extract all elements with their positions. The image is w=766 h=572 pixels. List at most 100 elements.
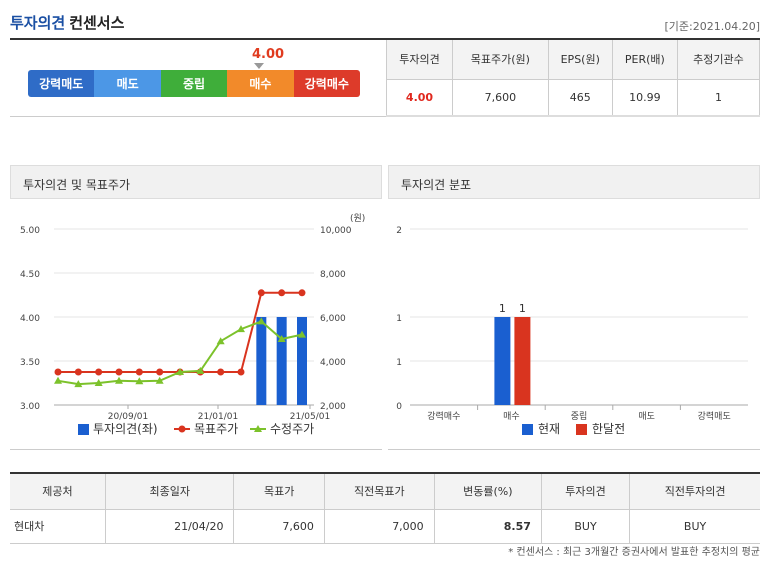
legend-swatch (78, 424, 89, 435)
x-tick-label: 중립 (571, 411, 588, 422)
panel-bottom-line (10, 449, 382, 450)
x-tick-label: 21/05/01 (290, 412, 330, 422)
adjusted-price-point (257, 317, 266, 325)
panel-bottom-line (388, 449, 760, 450)
y-left-tick-label: 5.00 (20, 226, 40, 236)
provider-cell: 21/04/20 (104, 508, 235, 544)
legend-label: 목표주가 (194, 422, 238, 436)
consensus-value: 4.00 (386, 78, 453, 117)
page-title: 투자의견 컨센서스 (10, 12, 760, 33)
scale-level-2: 매도 (94, 70, 161, 97)
legend-swatch (254, 425, 262, 432)
scale-level-5: 강력매수 (293, 70, 360, 97)
score-label: 4.00 (252, 47, 285, 62)
provider-table: 제공처 최종일자 목표가 직전목표가 변동률(%) 투자의견 직전투자의견 현대차 21/04… (10, 472, 760, 544)
adjusted-price-point (54, 376, 62, 384)
provider-header: 투자의견 (540, 472, 631, 510)
target-price-point (54, 368, 62, 376)
y-right-tick-label: 2,000 (320, 402, 346, 412)
consensus-value: 1 (676, 78, 761, 117)
y-left-tick-label: 3.50 (20, 358, 40, 368)
provider-cell: 7,000 (323, 508, 435, 544)
title-part2: 컨센서스 (69, 14, 125, 32)
data-label: 1 (499, 302, 506, 315)
reference-date: [기준:2021.04.20] (664, 20, 760, 33)
title-part1: 투자의견 (10, 14, 66, 32)
adjusted-price-point (196, 366, 205, 374)
y-tick-label: 0 (396, 402, 402, 412)
y-tick-label: 1 (396, 314, 402, 324)
y-right-tick-label: 6,000 (320, 314, 346, 324)
adjusted-price-point (94, 379, 103, 386)
adjusted-price-point (237, 325, 245, 333)
consensus-value: 7,600 (451, 78, 549, 117)
panel-title-distribution: 투자의견 분포 (388, 165, 760, 199)
y-left-tick-label: 4.00 (20, 314, 40, 324)
legend-label: 투자의견(좌) (93, 422, 158, 436)
distribution-bar (494, 317, 511, 405)
y-right-tick-label: 8,000 (320, 270, 346, 280)
target-price-point (74, 368, 82, 376)
provider-header: 목표가 (233, 472, 325, 510)
opinion-bar (256, 317, 267, 405)
header: 투자의견 컨센서스 [기준:2021.04.20] (10, 12, 760, 36)
x-tick-label: 강력매수 (427, 410, 460, 422)
adjusted-price-point (298, 330, 306, 338)
provider-cell: BUY (629, 508, 760, 544)
opinion-target-chart: 5.00 4.50 4.00 3.50 3.00 10,000 8,000 6,000 4,00… (20, 213, 365, 436)
y-right-tick-label: 10,000 (320, 226, 352, 236)
adjusted-price-point (115, 376, 123, 384)
divider (10, 116, 386, 117)
legend-label: 수정주가 (270, 422, 314, 436)
y-right-unit: (원) (350, 213, 365, 224)
consensus-header: EPS(원) (547, 40, 613, 80)
legend-swatch (178, 425, 186, 433)
provider-cell: 현대차 (10, 508, 106, 544)
target-price-point (115, 368, 123, 376)
adjusted-price-point (135, 377, 144, 385)
target-price-point (257, 289, 265, 297)
target-price-point (237, 368, 245, 376)
adjusted-price-point (216, 337, 225, 345)
scale-level-4: 매수 (227, 70, 294, 97)
provider-cell: 7,600 (233, 508, 325, 544)
consensus-header: 추정기관수 (676, 40, 761, 80)
target-price-point (278, 289, 286, 297)
provider-header: 제공처 (10, 472, 106, 510)
consensus-table: 투자의견 목표주가(원) EPS(원) PER(배) 추정기관수 4.00 7,600 46… (386, 40, 761, 117)
header-divider (10, 38, 760, 40)
consensus-value: 465 (547, 78, 613, 117)
table-row: 현대차 21/04/20 7,600 7,000 8.57 BUY BUY (10, 508, 760, 544)
x-tick-label: 21/01/01 (198, 412, 238, 422)
score-marker-icon (254, 63, 264, 69)
consensus-header: 투자의견 (386, 40, 453, 80)
y-tick-label: 2 (396, 226, 402, 236)
y-right-tick-label: 4,000 (320, 358, 346, 368)
provider-cell: BUY (540, 508, 631, 544)
adjusted-price-point (155, 376, 164, 384)
legend-swatch (522, 424, 533, 435)
legend-swatch (576, 424, 587, 435)
provider-header: 직전투자의견 (629, 472, 760, 510)
legend-label: 현재 (538, 422, 560, 436)
provider-header: 직전목표가 (323, 472, 435, 510)
target-price-point (298, 289, 306, 297)
x-tick-label: 20/09/01 (108, 412, 148, 422)
consensus-value: 10.99 (611, 78, 678, 117)
x-tick-label: 매도 (638, 411, 655, 422)
adjusted-price-point (74, 380, 83, 388)
target-price-point (156, 368, 164, 376)
legend-label: 한달전 (592, 422, 625, 436)
provider-cell: 8.57 (433, 508, 542, 544)
scale-level-1: 강력매도 (28, 70, 95, 97)
adjusted-price-point (176, 368, 184, 375)
panel-title-opinion-target: 투자의견 및 목표주가 (10, 165, 382, 199)
opinion-bar (276, 317, 287, 405)
opinion-scale: 강력매도 매도 중립 매수 강력매수 (28, 70, 360, 97)
scale-level-3: 중립 (160, 70, 228, 97)
consensus-header: PER(배) (611, 40, 678, 80)
y-left-tick-label: 4.50 (20, 270, 40, 280)
x-tick-label: 매수 (503, 411, 520, 422)
footnote: * 컨센서스 : 최근 3개월간 증권사에서 발표한 추정치의 평균 (508, 547, 760, 558)
